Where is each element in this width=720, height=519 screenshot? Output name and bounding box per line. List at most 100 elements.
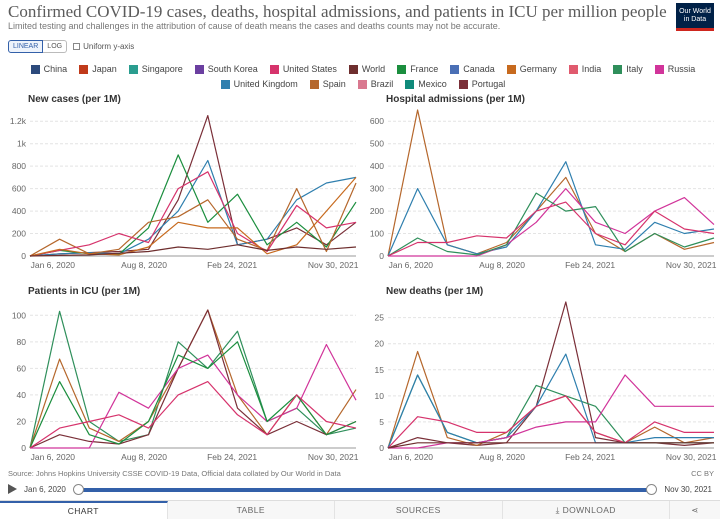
- legend-label: Russia: [667, 64, 696, 74]
- uniform-y-axis-toggle[interactable]: Uniform y-axis: [73, 42, 134, 51]
- y-tick-label: 0: [21, 443, 26, 453]
- series-line-spain: [29, 182, 357, 257]
- y-tick-label: 5: [379, 417, 384, 427]
- legend-label: United Kingdom: [233, 79, 298, 89]
- legend-item-world[interactable]: World: [348, 64, 386, 74]
- legend-label: Mexico: [418, 79, 447, 89]
- legend: China Japan Singapore South Korea United Sta…: [10, 64, 716, 89]
- legend-item-italy[interactable]: Italy: [613, 64, 643, 74]
- y-tick-label: 500: [370, 139, 384, 149]
- series-line-world: [29, 244, 357, 257]
- legend-label: Brazil: [370, 79, 394, 89]
- x-tick-label: Aug 8, 2020: [121, 452, 167, 462]
- legend-swatch: [128, 64, 138, 74]
- legend-item-mexico[interactable]: Mexico: [405, 79, 447, 89]
- scale-toggle: LINEAR LOG: [8, 40, 68, 53]
- series-line-united-states: [29, 381, 357, 449]
- legend-swatch: [194, 64, 204, 74]
- x-tick-label: Feb 24, 2021: [207, 452, 257, 462]
- y-tick-label: 100: [12, 310, 26, 320]
- y-tick-label: 15: [375, 365, 385, 375]
- legend-label: United States: [282, 64, 337, 74]
- timeline-end-handle[interactable]: [646, 484, 657, 495]
- legend-swatch: [654, 64, 664, 74]
- timeline-start-handle[interactable]: [73, 484, 84, 495]
- legend-label: South Korea: [207, 64, 258, 74]
- legend-item-france[interactable]: France: [397, 64, 438, 74]
- timeline-start-label: Jan 6, 2020: [24, 485, 66, 494]
- legend-swatch: [506, 64, 516, 74]
- legend-item-germany[interactable]: Germany: [506, 64, 557, 74]
- license-note[interactable]: CC BY: [691, 469, 714, 478]
- series-line-russia: [30, 343, 357, 449]
- x-tick-label: Feb 24, 2021: [565, 260, 615, 270]
- y-tick-label: 400: [370, 161, 384, 171]
- linear-button[interactable]: LINEAR: [8, 40, 44, 53]
- share-button[interactable]: ⋖: [670, 501, 720, 519]
- legend-label: Singapore: [141, 64, 183, 74]
- legend-item-spain[interactable]: Spain: [309, 79, 346, 89]
- x-tick-label: Aug 8, 2020: [479, 260, 525, 270]
- y-tick-label: 800: [12, 161, 26, 171]
- legend-item-canada[interactable]: Canada: [450, 64, 495, 74]
- log-button[interactable]: LOG: [43, 40, 68, 53]
- y-tick-label: 0: [379, 251, 384, 261]
- legend-item-russia[interactable]: Russia: [654, 64, 696, 74]
- legend-item-united-kingdom[interactable]: United Kingdom: [220, 79, 298, 89]
- charts-grid: New cases (per 1M)02004006008001k1.2kJan…: [10, 94, 717, 462]
- series-line-italy: [29, 310, 357, 449]
- legend-item-portugal[interactable]: Portugal: [458, 79, 505, 89]
- download-icon: ⤓: [555, 505, 563, 515]
- legend-item-south-korea[interactable]: South Korea: [194, 64, 258, 74]
- play-icon[interactable]: [8, 484, 17, 494]
- owid-logo[interactable]: Our World in Data: [676, 3, 714, 31]
- y-tick-label: 0: [21, 251, 26, 261]
- chart-panel-1: New cases (per 1M) 0 200 400 600 800 1k 1.2k Jan…: [10, 94, 359, 270]
- legend-item-japan[interactable]: Japan: [79, 64, 117, 74]
- uniform-y-axis-label: Uniform y-axis: [83, 42, 135, 51]
- legend-item-india[interactable]: India: [568, 64, 601, 74]
- series-line-portugal: [29, 309, 357, 449]
- tab-table[interactable]: TABLE: [168, 501, 335, 519]
- series-line-united-states: [387, 201, 715, 257]
- legend-item-singapore[interactable]: Singapore: [128, 64, 183, 74]
- series-line-russia: [388, 374, 714, 449]
- legend-item-united-states[interactable]: United States: [269, 64, 337, 74]
- y-tick-label: 200: [370, 206, 384, 216]
- timeline-track[interactable]: [78, 488, 652, 492]
- series-line-united-kingdom: [387, 161, 715, 257]
- y-tick-label: 1k: [17, 139, 27, 149]
- uniform-y-axis-checkbox[interactable]: [73, 43, 81, 50]
- series-line-italy: [387, 192, 715, 257]
- legend-label: World: [361, 64, 386, 74]
- series-line-france: [29, 341, 357, 449]
- legend-item-china[interactable]: China: [30, 64, 67, 74]
- chart-panel-title: Hospital admissions (per 1M): [386, 94, 525, 105]
- legend-item-brazil[interactable]: Brazil: [357, 79, 394, 89]
- x-tick-label: Aug 8, 2020: [479, 452, 525, 462]
- legend-swatch: [450, 64, 460, 74]
- y-tick-label: 300: [370, 184, 384, 194]
- y-tick-label: 60: [17, 363, 27, 373]
- timeline-end-label: Nov 30, 2021: [664, 485, 712, 494]
- tab-sources[interactable]: SOURCES: [335, 501, 503, 519]
- source-note: Source: Johns Hopkins University CSSE CO…: [8, 469, 341, 478]
- legend-swatch: [348, 64, 358, 74]
- chart-panel-3: Patients in ICU (per 1M) 0 20 40 60 80 100 Jan …: [12, 286, 359, 462]
- legend-label: Japan: [92, 64, 117, 74]
- legend-swatch: [309, 79, 319, 89]
- y-tick-label: 20: [375, 339, 385, 349]
- legend-swatch: [79, 64, 89, 74]
- tab-chart[interactable]: CHART: [0, 501, 168, 519]
- y-tick-label: 20: [17, 416, 27, 426]
- series-line-spain: [29, 309, 357, 449]
- tab-download[interactable]: ⤓ DOWNLOAD: [503, 501, 670, 519]
- legend-swatch: [405, 79, 415, 89]
- scale-controls: LINEAR LOG Uniform y-axis: [8, 40, 134, 53]
- series-line-russia: [388, 187, 715, 257]
- y-tick-label: 200: [12, 229, 26, 239]
- legend-label: Italy: [626, 64, 643, 74]
- x-tick-label: Feb 24, 2021: [207, 260, 257, 270]
- chart-panel-4: New deaths (per 1M) 0 5 10 15 20 25 Jan 6, 2020…: [375, 286, 717, 462]
- chart-panel-title: Patients in ICU (per 1M): [28, 286, 140, 297]
